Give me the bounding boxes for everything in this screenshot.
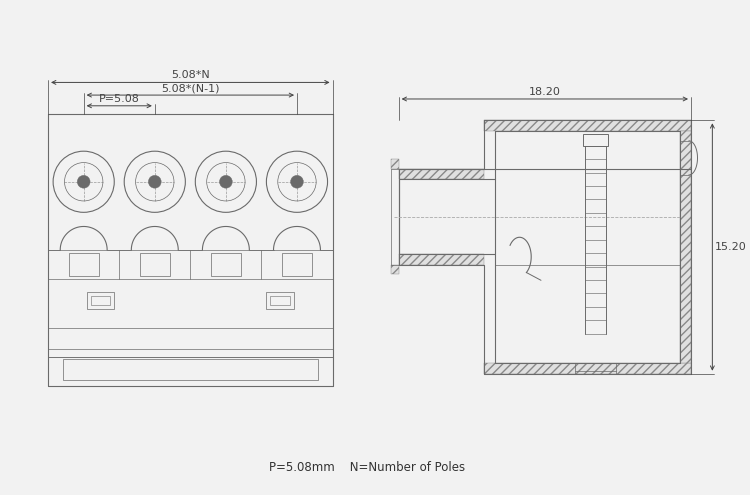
Bar — [266, 292, 293, 309]
Text: 5.08*(N-1): 5.08*(N-1) — [161, 83, 220, 93]
Text: P=5.08mm    N=Number of Poles: P=5.08mm N=Number of Poles — [268, 461, 465, 474]
Bar — [282, 253, 312, 276]
Bar — [211, 253, 241, 276]
Bar — [680, 131, 691, 363]
Text: 15.20: 15.20 — [716, 242, 747, 252]
Text: 18.20: 18.20 — [529, 87, 561, 97]
Bar — [140, 253, 170, 276]
Circle shape — [77, 175, 90, 188]
Bar — [87, 292, 114, 309]
Bar — [91, 296, 110, 305]
Bar — [484, 120, 691, 131]
Bar — [391, 265, 399, 274]
Bar — [69, 253, 98, 276]
Text: P=5.08: P=5.08 — [99, 94, 140, 104]
Text: 5.08*N: 5.08*N — [171, 70, 210, 81]
Bar — [399, 168, 484, 179]
Bar — [399, 254, 484, 265]
Bar — [484, 363, 691, 374]
Bar — [63, 359, 318, 381]
Circle shape — [220, 175, 232, 188]
Circle shape — [290, 175, 303, 188]
Bar — [270, 296, 290, 305]
Bar — [583, 134, 608, 146]
Bar — [391, 159, 399, 168]
Circle shape — [148, 175, 161, 188]
